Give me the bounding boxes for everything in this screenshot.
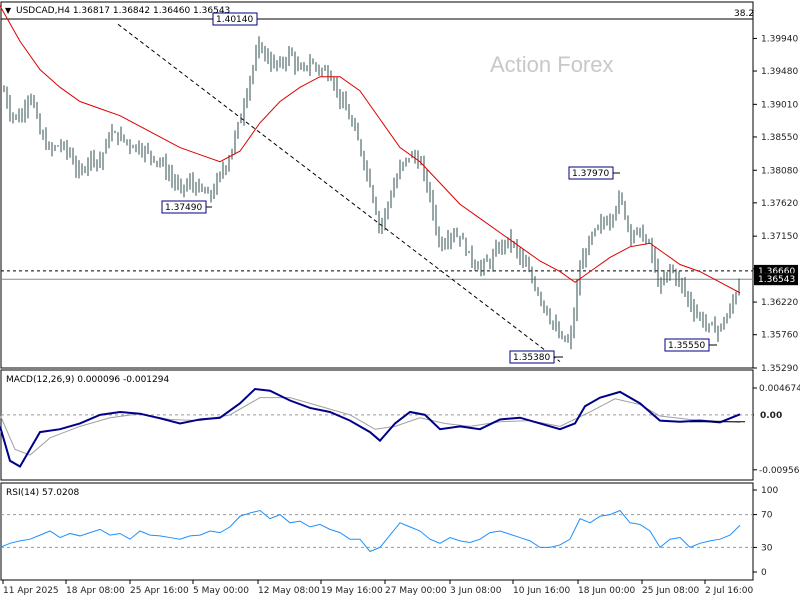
time-axis: 11 Apr 2025 18 Apr 08:00 25 Apr 16:00 5 May… — [2, 580, 754, 596]
macd-panel-frame — [0, 369, 754, 481]
time-tick-label: 18 Jun 00:00 — [578, 586, 635, 596]
symbol-header: USDCAD,H4 1.36817 1.36842 1.36460 1.3654… — [16, 6, 230, 16]
time-tick-label: 25 Apr 16:00 — [130, 586, 189, 596]
rsi-title: RSI(14) 57.0208 — [6, 488, 79, 498]
annotation-label: 1.37490 — [165, 203, 202, 213]
price-axis: 1.39940 1.39480 1.39010 1.38550 1.38080 1.376… — [753, 34, 798, 374]
price-tick-label: 1.39480 — [761, 67, 798, 77]
macd-signal-line — [0, 397, 741, 456]
rsi-tick-label: 0 — [761, 568, 767, 578]
rsi-tick-label: 30 — [761, 543, 773, 553]
top-right-value: 38.2 — [734, 9, 754, 19]
price-tick-label: 1.37620 — [761, 199, 798, 209]
macd-zero-label: 0.00 — [760, 411, 782, 421]
macd-main-line — [0, 387, 741, 468]
macd-tick-label: 0.004674 — [759, 384, 800, 394]
annotation-label: 1.35380 — [513, 353, 550, 363]
price-tick-label: 1.38550 — [761, 133, 798, 143]
rsi-panel-frame — [0, 482, 754, 581]
trendline — [117, 23, 561, 363]
current-price-box: 1.36543 — [754, 273, 798, 286]
time-tick-label: 3 Jun 08:00 — [450, 586, 502, 596]
time-tick-label: 11 Apr 2025 — [3, 586, 59, 596]
macd-title: MACD(12,26,9) 0.000096 -0.001294 — [6, 375, 169, 385]
price-annotations: 1.40140 1.37490 1.37970 1.35380 1.35550 — [161, 12, 717, 364]
price-annotation: 1.35380 — [509, 350, 563, 364]
annotation-label: 1.35550 — [668, 341, 705, 351]
price-tick-label: 1.38080 — [761, 166, 798, 176]
price-annotation: 1.37490 — [161, 200, 212, 214]
moving-average-line — [0, 5, 741, 294]
price-annotation: 1.35550 — [664, 338, 717, 352]
macd-zero-box: 0.00 — [754, 408, 798, 421]
watermark: Action Forex — [490, 52, 614, 77]
annotation-label: 1.40140 — [216, 15, 253, 25]
time-tick-label: 2 Jul 16:00 — [705, 586, 754, 596]
macd-series — [0, 387, 753, 468]
price-tick-label: 1.35290 — [761, 364, 798, 374]
rsi-line — [0, 509, 741, 553]
time-tick-label: 12 May 08:00 — [258, 586, 320, 596]
current-price-label: 1.36543 — [758, 275, 795, 285]
price-annotation: 1.40140 — [212, 12, 262, 26]
time-tick-label: 19 May 16:00 — [321, 586, 383, 596]
trendline-group — [1, 23, 753, 363]
price-tick-label: 1.35760 — [761, 331, 798, 341]
macd-axis: 0.0046740.00-0.0095680.00 — [753, 384, 800, 476]
price-tick-label: 1.39940 — [761, 34, 798, 44]
rsi-tick-label: 100 — [761, 486, 778, 496]
annotation-label: 1.37970 — [572, 169, 609, 179]
time-tick-label: 25 Jun 08:00 — [642, 586, 699, 596]
rsi-axis: 100 70 30 0 — [753, 486, 778, 578]
symbol-dropdown-icon[interactable]: ▼ — [5, 6, 12, 15]
price-annotation: 1.37970 — [568, 166, 620, 180]
time-tick-label: 10 Jun 16:00 — [513, 586, 570, 596]
current-price-label: 1.36660 — [758, 267, 795, 277]
ma-polyline — [0, 5, 741, 294]
rsi-series — [0, 509, 753, 553]
price-tick-label: 1.39010 — [761, 100, 798, 110]
time-tick-label: 5 May 00:00 — [193, 586, 249, 596]
main-panel-frame — [0, 1, 754, 369]
time-tick-label: 18 Apr 08:00 — [66, 586, 125, 596]
macd-tick-label: -0.009568 — [759, 466, 800, 476]
candlestick-series — [3, 36, 740, 350]
rsi-tick-label: 70 — [761, 511, 773, 521]
price-tick-label: 1.37150 — [761, 232, 798, 242]
time-tick-label: 27 May 00:00 — [385, 586, 447, 596]
price-tick-label: 1.36220 — [761, 298, 798, 308]
